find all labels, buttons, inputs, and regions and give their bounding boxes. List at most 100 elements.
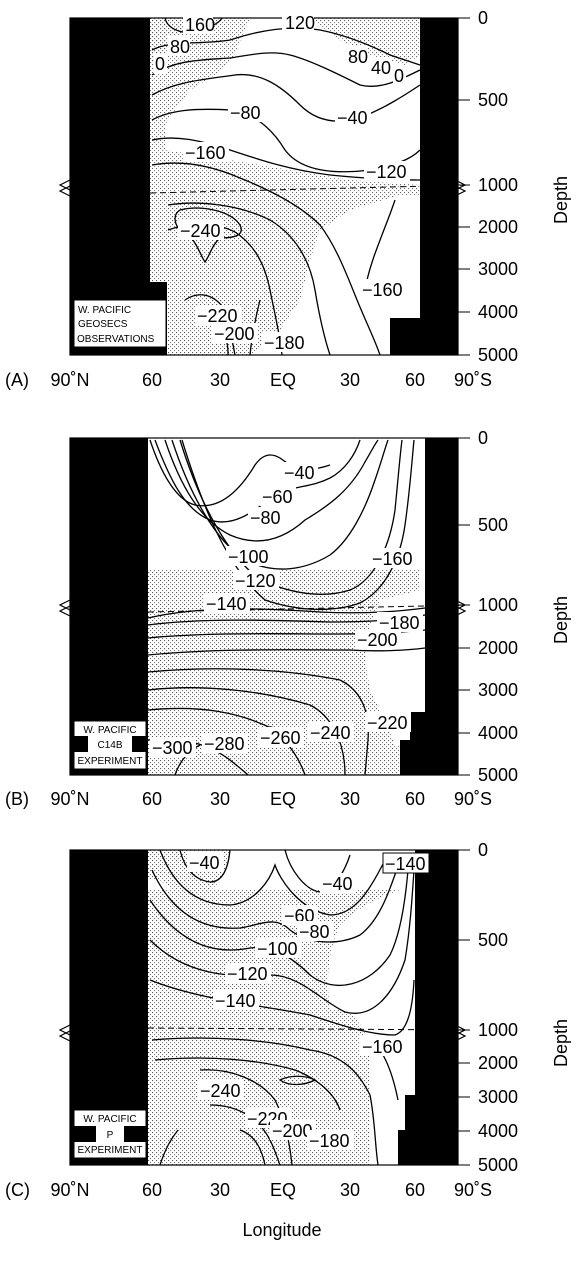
contour-label: −200 bbox=[214, 324, 255, 344]
contour-label: 0 bbox=[155, 54, 165, 74]
depth-axis-c: 0 500 1000 2000 3000 4000 5000 Depth bbox=[58, 840, 571, 1175]
x-tick: 30 bbox=[210, 789, 230, 809]
depth-axis-a: 0 500 1000 2000 3000 4000 5000 Depth bbox=[58, 8, 571, 365]
depth-tick: 1000 bbox=[478, 175, 518, 195]
x-tick: 60 bbox=[142, 789, 162, 809]
x-tick: EQ bbox=[270, 1180, 296, 1200]
panel-letter-a: (A) bbox=[5, 370, 29, 390]
contour-labels-b: −40 −60 −80 −100 −120 −160 −140 −180 −20… bbox=[150, 462, 423, 758]
box-line: OBSERVATIONS bbox=[77, 334, 155, 345]
depth-tick: 0 bbox=[478, 428, 488, 448]
depth-tick: 4000 bbox=[478, 302, 518, 322]
land-right-c-step bbox=[405, 1095, 415, 1165]
contour-labels-a: 160 120 80 80 40 0 0 −80 −40 −160 −120 −… bbox=[154, 12, 410, 353]
depth-axis-title: Depth bbox=[551, 176, 571, 224]
axis-break-mark bbox=[454, 1024, 467, 1042]
contour-label: −200 bbox=[272, 1121, 313, 1141]
x-tick: EQ bbox=[270, 370, 296, 390]
depth-break-line-b bbox=[147, 604, 471, 613]
x-tick: 30 bbox=[340, 370, 360, 390]
x-tick: 30 bbox=[340, 789, 360, 809]
depth-tick: 2000 bbox=[478, 217, 518, 237]
contour-label: −180 bbox=[379, 613, 420, 633]
x-tick: 90˚N bbox=[50, 370, 89, 390]
contours-b bbox=[147, 439, 426, 776]
contour-label: −100 bbox=[257, 939, 298, 959]
contour-label: −100 bbox=[228, 547, 269, 567]
depth-break-line-a bbox=[149, 184, 471, 194]
contour-label: −120 bbox=[366, 162, 407, 182]
x-tick: 60 bbox=[405, 1180, 425, 1200]
contour-label: −160 bbox=[372, 549, 413, 569]
axis-break-mark bbox=[58, 599, 71, 617]
depth-tick: 4000 bbox=[478, 723, 518, 743]
contour-label: 80 bbox=[170, 37, 190, 57]
land-right-b-step2 bbox=[410, 712, 425, 740]
contour-label: −80 bbox=[299, 922, 330, 942]
depth-tick: 1000 bbox=[478, 595, 518, 615]
contour-label: −40 bbox=[284, 463, 315, 483]
land-right-c-step2 bbox=[398, 1130, 408, 1165]
depth-tick: 0 bbox=[478, 840, 488, 860]
contour-label: 160 bbox=[185, 15, 215, 35]
depth-tick: 500 bbox=[478, 930, 508, 950]
x-tick: EQ bbox=[270, 789, 296, 809]
contour-label: 40 bbox=[371, 58, 391, 78]
frame-c bbox=[69, 849, 459, 1166]
depth-tick: 500 bbox=[478, 90, 508, 110]
contour-label: −200 bbox=[357, 630, 398, 650]
depth-tick: 3000 bbox=[478, 1087, 518, 1107]
box-line: C14B bbox=[97, 740, 122, 751]
x-tick: 90˚N bbox=[50, 1180, 89, 1200]
land-left-b bbox=[70, 438, 148, 775]
contour-label: −140 bbox=[385, 854, 426, 874]
contour-label: −180 bbox=[309, 1131, 350, 1151]
box-line: P bbox=[107, 1130, 114, 1141]
contour-label: −160 bbox=[185, 143, 226, 163]
x-axis-b: 90˚N 60 30 EQ 30 60 90˚S bbox=[50, 789, 492, 809]
contour-label: 0 bbox=[394, 66, 404, 86]
contour-label: −240 bbox=[310, 723, 351, 743]
panel-c: −40 −40 −140 −60 −80 −100 −120 −140 −160… bbox=[5, 840, 571, 1200]
contour-label: −120 bbox=[227, 964, 268, 984]
contour-label: −60 bbox=[262, 487, 293, 507]
depth-tick: 500 bbox=[478, 515, 508, 535]
stipple-region-b bbox=[145, 438, 420, 775]
land-right-b bbox=[425, 438, 458, 775]
depth-tick: 4000 bbox=[478, 1121, 518, 1141]
contour-label: 120 bbox=[285, 13, 315, 33]
info-box-c: W. PACIFIC P EXPERIMENT bbox=[73, 1109, 147, 1159]
contour-label: −160 bbox=[362, 280, 403, 300]
contour-label: −160 bbox=[362, 1037, 403, 1057]
contour-labels-c: −40 −40 −140 −60 −80 −100 −120 −140 −160… bbox=[187, 852, 430, 1151]
x-tick: 60 bbox=[142, 1180, 162, 1200]
x-tick: 30 bbox=[210, 370, 230, 390]
x-tick: 90˚N bbox=[50, 789, 89, 809]
depth-tick: 0 bbox=[478, 8, 488, 28]
contour-label: −300 bbox=[152, 738, 193, 758]
land-right-a-step bbox=[390, 318, 420, 355]
depth-axis-title: Depth bbox=[551, 1019, 571, 1067]
depth-tick: 5000 bbox=[478, 1155, 518, 1175]
contour-label: −280 bbox=[204, 734, 245, 754]
box-line: EXPERIMENT bbox=[77, 756, 142, 767]
x-tick: 60 bbox=[405, 789, 425, 809]
land-right-c bbox=[415, 850, 458, 1165]
contour-label: −40 bbox=[337, 108, 368, 128]
panel-letter-c: (C) bbox=[5, 1180, 30, 1200]
panel-a: 160 120 80 80 40 0 0 −80 −40 −160 −120 −… bbox=[5, 8, 571, 390]
depth-break-line-c bbox=[147, 1027, 471, 1031]
land-right-a bbox=[420, 18, 458, 355]
contours-c bbox=[149, 849, 415, 1166]
info-box-b: W. PACIFIC C14B EXPERIMENT bbox=[73, 720, 147, 770]
contour-label: −80 bbox=[250, 508, 281, 528]
box-line: W. PACIFIC bbox=[83, 725, 136, 736]
x-axis-c: 90˚N 60 30 EQ 30 60 90˚S bbox=[50, 1180, 492, 1200]
contour-label: −180 bbox=[264, 333, 305, 353]
depth-tick: 3000 bbox=[478, 259, 518, 279]
contour-label: −40 bbox=[322, 874, 353, 894]
x-tick: 60 bbox=[142, 370, 162, 390]
info-box-a: W. PACIFIC GEOSECS OBSERVATIONS bbox=[73, 299, 167, 348]
contour-label: −240 bbox=[200, 1081, 241, 1101]
